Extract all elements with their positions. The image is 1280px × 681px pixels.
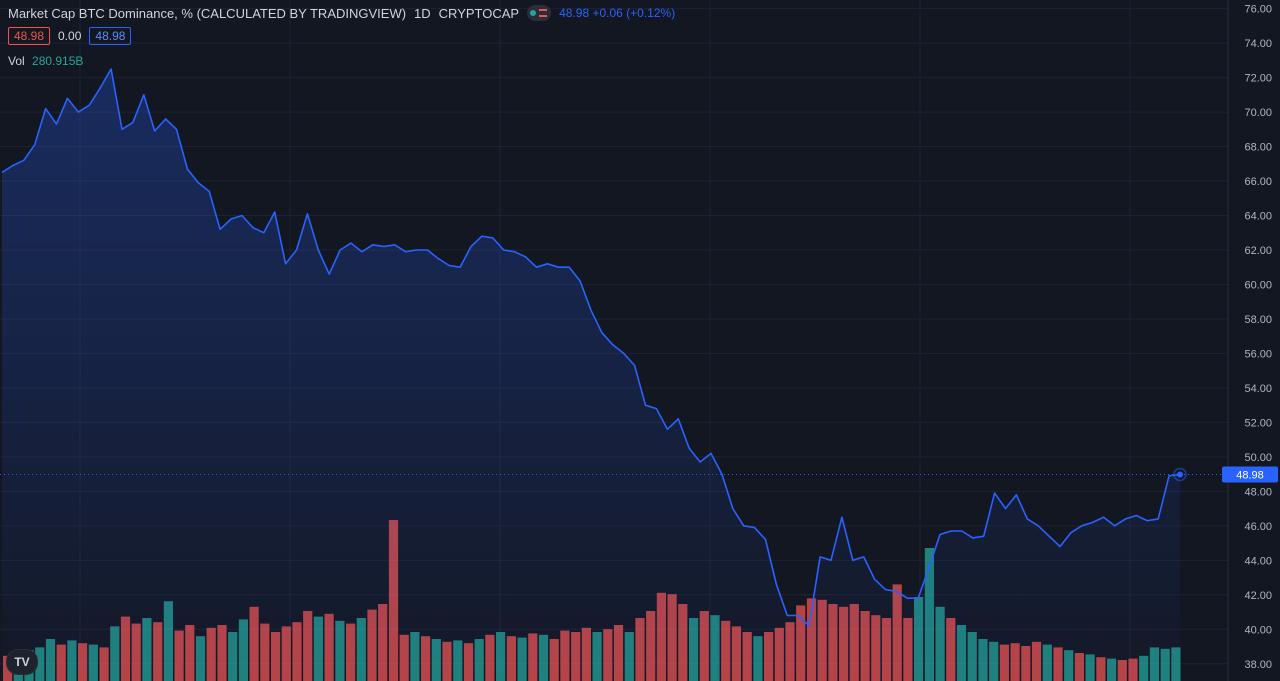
y-tick-label: 58.00 — [1244, 314, 1272, 326]
order-panel: 48.98 0.00 48.98 — [8, 27, 132, 45]
price-label: 48.98 — [1236, 469, 1264, 481]
y-tick-label: 38.00 — [1244, 659, 1272, 671]
price-change: 48.98 +0.06 (+0.12%) — [559, 6, 676, 20]
market-open-icon — [530, 10, 537, 16]
y-tick-label: 76.00 — [1244, 4, 1272, 16]
last-price-dot — [1177, 471, 1183, 478]
price-label-box — [1222, 466, 1278, 483]
y-axis: 76.00 74.00 72.00 70.00 68.00 66.00 64.00 62.00… — [1227, 0, 1272, 681]
sell-button[interactable]: 48.98 — [8, 27, 51, 45]
y-tick-label: 50.00 — [1244, 452, 1272, 464]
y-tick-label: 40.00 — [1244, 624, 1272, 636]
area-fill — [2, 69, 1180, 681]
y-tick-label: 64.00 — [1244, 211, 1272, 223]
y-tick-label: 72.00 — [1244, 73, 1272, 85]
y-tick-label: 44.00 — [1244, 555, 1272, 567]
chart-header: Market Cap BTC Dominance, % (CALCULATED … — [8, 5, 675, 21]
volume-label: Vol — [8, 54, 25, 68]
y-tick-label: 70.00 — [1244, 107, 1272, 119]
y-tick-label: 60.00 — [1244, 279, 1272, 291]
exchange: CRYPTOCAP — [438, 5, 520, 21]
y-tick-label: 56.00 — [1244, 348, 1272, 360]
y-tick-label: 52.00 — [1244, 417, 1272, 429]
chart-title[interactable]: Market Cap BTC Dominance, % (CALCULATED … — [8, 5, 407, 21]
spread-value: 0.00 — [58, 29, 82, 43]
tradingview-logo[interactable]: TV — [6, 649, 38, 675]
y-tick-label: 74.00 — [1244, 38, 1272, 50]
y-tick-label: 42.00 — [1244, 590, 1272, 602]
menu-icon — [539, 9, 548, 17]
y-tick-label: 66.00 — [1244, 176, 1272, 188]
volume-legend: Vol 280.915B — [8, 54, 83, 68]
y-tick-label: 62.00 — [1244, 245, 1272, 257]
price-line — [1, 68, 1181, 627]
interval[interactable]: 1D — [414, 5, 431, 21]
y-tick-label: 48.00 — [1244, 486, 1272, 498]
y-tick-label: 46.00 — [1244, 521, 1272, 533]
volume-value: 280.915B — [32, 54, 84, 68]
last-price-marker — [1173, 467, 1187, 482]
y-tick-label: 68.00 — [1244, 142, 1272, 154]
y-tick-label: 54.00 — [1244, 383, 1272, 395]
status-indicator[interactable] — [527, 5, 552, 21]
buy-button[interactable]: 48.98 — [89, 27, 132, 45]
